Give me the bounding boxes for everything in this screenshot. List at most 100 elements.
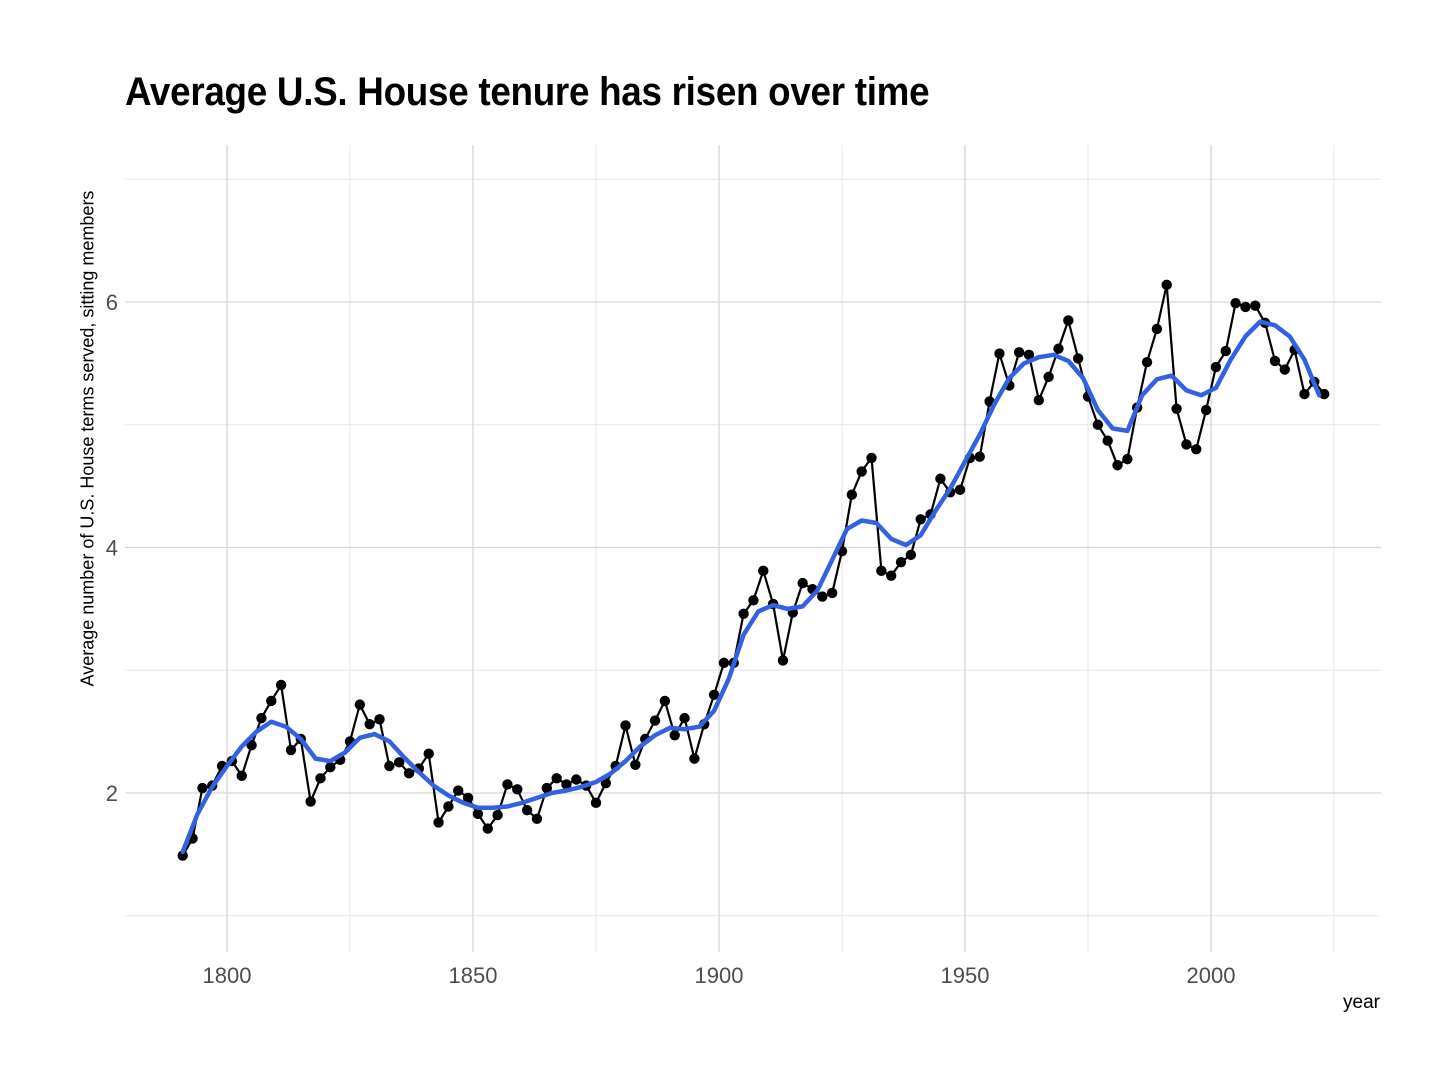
observed-series-line — [181, 283, 1326, 857]
observed-data-point — [777, 655, 789, 666]
observed-data-point — [472, 808, 484, 820]
y-tick-labels: 2 4 6 — [106, 290, 118, 806]
major-gridlines — [125, 145, 1381, 952]
observed-data-point — [1072, 353, 1084, 364]
observed-data-point — [1122, 453, 1133, 465]
observed-data-point — [669, 730, 680, 741]
observed-data-point — [1053, 343, 1064, 354]
x-tick-labels: 1800 1850 1900 1950 2000 — [203, 963, 1236, 988]
observed-data-point — [876, 565, 887, 577]
observed-data-point — [403, 768, 415, 779]
observed-data-point — [1033, 395, 1045, 406]
observed-data-point — [620, 720, 631, 731]
observed-data-point — [846, 489, 858, 500]
observed-data-point — [1191, 444, 1202, 455]
y-tick-label: 4 — [106, 536, 118, 561]
x-tick-label: 1900 — [695, 963, 744, 988]
observed-data-point — [708, 689, 720, 700]
observed-data-point — [1151, 323, 1163, 335]
observed-data-point — [384, 760, 395, 772]
observed-data-point — [1318, 388, 1330, 400]
observed-data-point — [856, 466, 867, 477]
observed-data-point — [1220, 345, 1231, 357]
observed-data-point — [256, 712, 267, 724]
observed-data-point — [561, 779, 572, 790]
observed-data-point — [266, 695, 277, 707]
x-tick-label: 1850 — [449, 963, 498, 988]
observed-data-point — [600, 777, 612, 789]
observed-data-point — [994, 348, 1005, 359]
x-tick-label: 2000 — [1187, 963, 1236, 988]
observed-data-point — [492, 809, 503, 821]
observed-data-point — [1240, 301, 1251, 313]
observed-data-point — [738, 608, 749, 619]
observed-data-point — [1269, 355, 1281, 367]
observed-data-point — [394, 757, 405, 768]
observed-data-point — [886, 570, 897, 581]
observed-data-point — [1200, 404, 1212, 416]
observed-data-point — [748, 595, 759, 606]
observed-data-point — [590, 797, 602, 809]
observed-data-point — [826, 587, 838, 599]
observed-data-point — [1023, 349, 1035, 360]
observed-data-point — [1141, 356, 1153, 368]
observed-data-point — [905, 549, 917, 561]
observed-data-point — [659, 695, 671, 707]
observed-data-point — [1092, 419, 1104, 430]
observed-data-point — [758, 565, 769, 577]
observed-data-point — [236, 770, 247, 782]
observed-data-point — [482, 823, 493, 834]
smoothed-trend-line — [180, 319, 1322, 855]
observed-data-point — [915, 514, 926, 525]
observed-data-point — [797, 577, 808, 589]
chart-title: Average U.S. House tenure has risen over… — [125, 70, 930, 114]
observed-data-point — [531, 813, 543, 824]
observed-data-point — [679, 712, 690, 724]
observed-data-point — [423, 748, 434, 759]
x-tick-label: 1800 — [203, 963, 252, 988]
observed-data-point — [1279, 364, 1291, 375]
y-tick-label: 2 — [106, 781, 118, 806]
observed-data-point — [1112, 460, 1123, 471]
observed-data-point — [177, 850, 188, 861]
observed-data-point — [817, 591, 828, 602]
observed-data-point — [364, 719, 375, 730]
series-layer — [177, 279, 1330, 861]
observed-data-point — [354, 699, 366, 710]
observed-data-point — [275, 679, 287, 691]
observed-data-point — [1161, 279, 1172, 291]
observed-data-point — [1230, 298, 1241, 309]
observed-data-point — [718, 657, 730, 669]
observed-data-point — [866, 452, 877, 464]
observed-data-point — [1102, 435, 1113, 446]
observed-data-point — [502, 779, 513, 790]
y-axis-label: Average number of U.S. House terms serve… — [77, 190, 98, 687]
observed-data-point — [443, 801, 454, 812]
observed-data-point — [689, 753, 700, 764]
observed-data-point — [433, 817, 444, 828]
y-tick-label: 6 — [106, 290, 118, 315]
observed-data-point — [512, 784, 523, 795]
observed-data-point — [325, 762, 336, 773]
observed-data-point — [954, 484, 966, 496]
observed-data-point — [305, 796, 316, 807]
observed-data-point — [246, 739, 257, 751]
x-tick-label: 1950 — [941, 963, 990, 988]
minor-gridlines — [125, 145, 1381, 952]
observed-data-point — [541, 782, 552, 794]
observed-data-point — [197, 782, 208, 794]
observed-data-point — [895, 557, 907, 568]
observed-data-point — [285, 744, 297, 756]
observed-data-point — [1210, 361, 1222, 373]
observed-data-point — [649, 715, 661, 726]
observed-data-point — [630, 759, 641, 770]
observed-data-point — [462, 792, 474, 804]
observed-data-point — [571, 774, 582, 785]
x-axis-label: year — [1343, 992, 1380, 1013]
observed-data-point — [1171, 403, 1182, 414]
observed-data-point — [935, 473, 946, 484]
observed-data-point — [1250, 300, 1261, 311]
observed-data-point — [374, 714, 385, 725]
